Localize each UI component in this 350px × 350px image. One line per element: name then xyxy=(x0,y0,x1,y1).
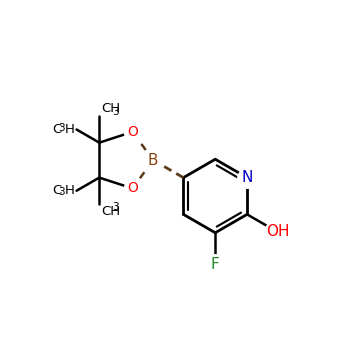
Text: B: B xyxy=(148,153,158,168)
Text: OH: OH xyxy=(266,224,289,239)
Text: B: B xyxy=(148,153,158,168)
Text: 3: 3 xyxy=(112,202,119,212)
Text: O: O xyxy=(127,181,138,195)
Text: C: C xyxy=(52,123,62,136)
Text: 3: 3 xyxy=(58,187,65,197)
Text: H: H xyxy=(65,123,75,136)
Text: CH: CH xyxy=(101,205,120,218)
Text: N: N xyxy=(241,170,253,185)
Text: CH: CH xyxy=(101,102,120,116)
Text: 3: 3 xyxy=(58,123,65,133)
Text: H: H xyxy=(65,184,75,197)
Text: O: O xyxy=(127,125,138,139)
Text: F: F xyxy=(211,257,220,272)
Text: 3: 3 xyxy=(112,107,119,118)
Text: C: C xyxy=(52,184,62,197)
